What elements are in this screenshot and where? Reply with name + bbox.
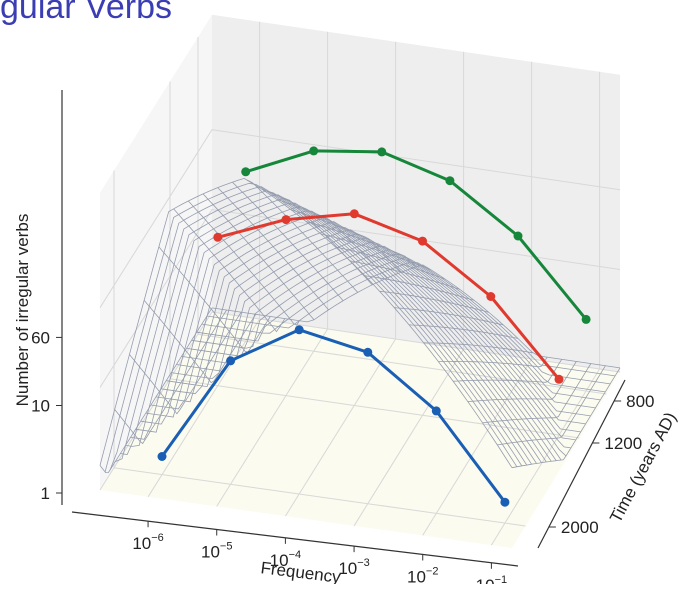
- mesh-col-4: [158, 246, 271, 353]
- data-point-800-1: [309, 146, 319, 156]
- y-tick-label-2: 60: [31, 328, 50, 347]
- mesh-col-6: [188, 200, 300, 326]
- data-point-2000-1: [226, 356, 236, 366]
- mesh-col-2: [129, 311, 242, 415]
- z-tick-label-2: 2000: [561, 518, 599, 537]
- data-point-1200-5: [554, 374, 564, 384]
- mesh-col-0: [99, 307, 213, 474]
- x-axis-label: Frequency: [260, 558, 343, 584]
- side-wall: [100, 14, 212, 491]
- series-line-1200: [217, 212, 561, 381]
- mesh-col-18: [364, 275, 475, 301]
- walls: [100, 14, 620, 548]
- mesh-col-17: [350, 260, 460, 290]
- mesh-col-1: [114, 309, 227, 445]
- z-axis-label: Time (years AD): [606, 409, 680, 526]
- mesh-col-5: [173, 208, 286, 333]
- y-tick-label-0: 1: [41, 484, 50, 503]
- data-point-1200-2: [349, 209, 359, 219]
- mesh-col-8: [217, 187, 329, 311]
- data-point-2000-4: [431, 406, 441, 416]
- mesh-col-24: [453, 359, 563, 383]
- z-tick-label-0: 800: [626, 392, 654, 411]
- data-point-2000-2: [294, 325, 304, 335]
- data-point-2000-3: [363, 347, 373, 357]
- mesh-col-16: [335, 246, 446, 280]
- surface-mesh: [99, 177, 621, 474]
- x-tick-label-2: 10−4: [270, 549, 301, 570]
- mesh-col-22: [423, 342, 533, 354]
- mesh-col-13: [291, 209, 402, 273]
- data-point-1200-3: [418, 236, 427, 246]
- axes: [61, 90, 626, 567]
- data-point-800-5: [581, 314, 591, 324]
- mesh-col-26: [482, 363, 592, 424]
- mesh-col-28: [511, 367, 621, 469]
- mesh-col-19: [379, 290, 489, 313]
- series-line-800: [245, 149, 588, 321]
- mesh-col-7: [202, 193, 315, 321]
- data-point-2000-0: [157, 452, 167, 461]
- data-point-800-0: [241, 167, 251, 177]
- mesh-col-14: [305, 221, 417, 268]
- series-line-2000: [160, 328, 507, 504]
- x-tick-label-1: 10−5: [201, 541, 232, 562]
- x-tick-label-5: 10−1: [476, 574, 507, 584]
- x-axis-line: [71, 511, 519, 567]
- data-point-2000-5: [500, 497, 510, 507]
- mesh-col-27: [497, 365, 606, 446]
- x-tick-label-3: 10−3: [338, 557, 369, 578]
- data-point-1200-1: [281, 215, 291, 225]
- data-point-1200-4: [486, 292, 496, 301]
- grid-y-2: [99, 129, 621, 308]
- mesh-col-20: [394, 307, 504, 326]
- data-point-800-3: [445, 176, 455, 186]
- data-point-1200-0: [213, 232, 223, 242]
- mesh-col-15: [320, 233, 431, 270]
- z-axis-line: [537, 379, 626, 549]
- grid-y-1: [99, 208, 621, 388]
- y-axis-label: Number of irregular verbs: [13, 214, 32, 407]
- data-point-800-4: [513, 231, 523, 241]
- mesh-col-25: [467, 361, 577, 403]
- grid-lines: [99, 21, 621, 546]
- data-point-800-2: [377, 147, 387, 157]
- mesh-col-21: [408, 324, 519, 339]
- mesh-col-23: [438, 356, 548, 368]
- y-tick-label-1: 10: [31, 397, 50, 416]
- mesh-col-3: [143, 300, 257, 384]
- mesh-col-9: [232, 181, 344, 301]
- mesh-col-12: [276, 198, 388, 279]
- x-tick-label-0: 10−6: [132, 532, 163, 553]
- z-tick-label-1: 1200: [604, 434, 642, 453]
- mesh-col-11: [261, 188, 373, 286]
- mesh-col-10: [246, 179, 358, 293]
- page-title: gular Verbs: [0, 0, 172, 26]
- x-tick-label-4: 10−2: [407, 565, 438, 584]
